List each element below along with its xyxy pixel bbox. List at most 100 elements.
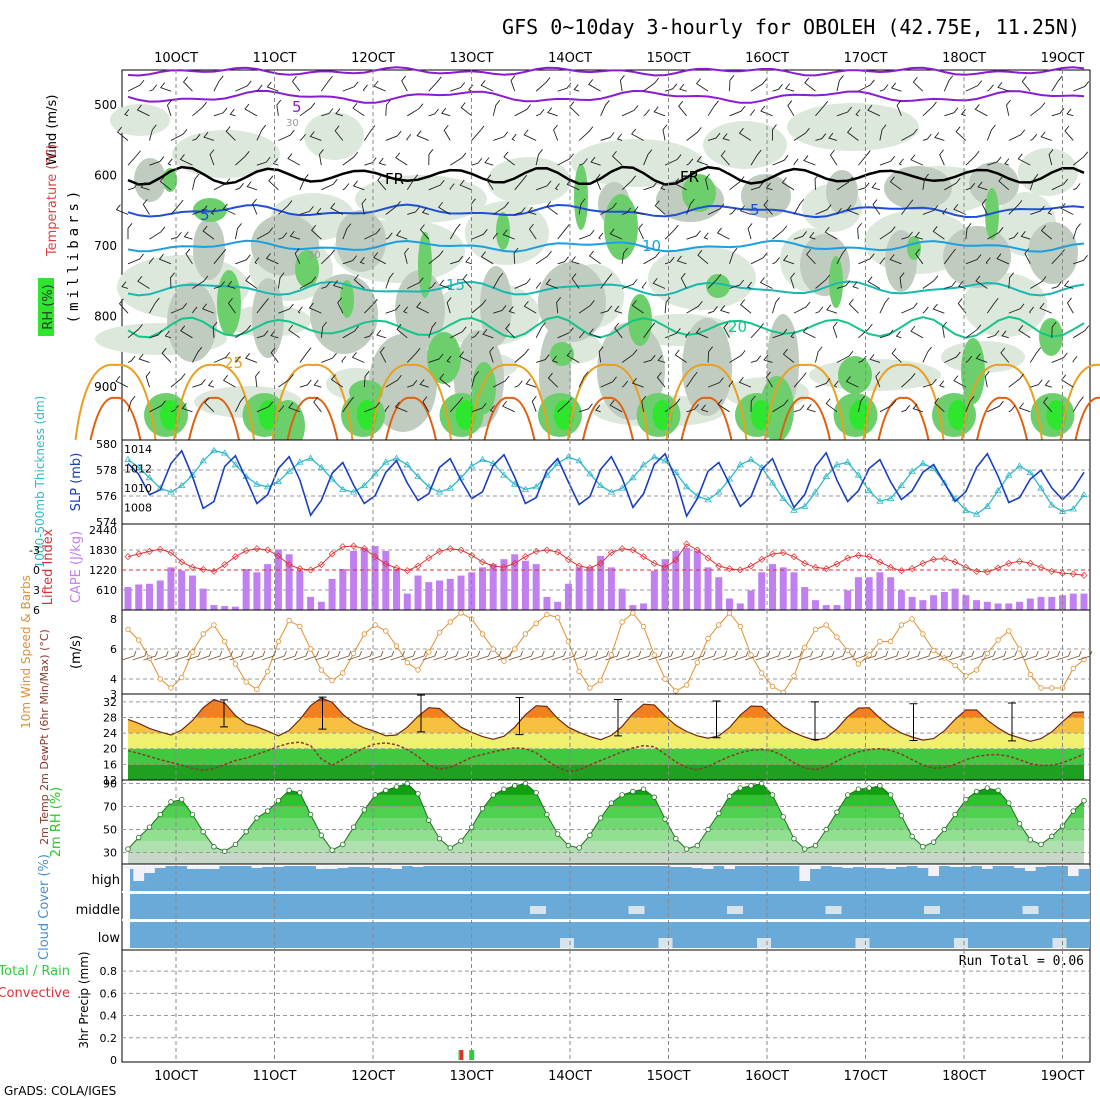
li-marker bbox=[124, 553, 132, 561]
rh-marker bbox=[866, 785, 872, 791]
wind-barb bbox=[535, 77, 551, 92]
wind-barb bbox=[528, 223, 537, 240]
wind-barb bbox=[600, 132, 615, 141]
minmax-marker bbox=[909, 703, 918, 742]
wind-barb bbox=[446, 297, 452, 314]
cloud-high-gap bbox=[949, 866, 961, 867]
minmax-marker bbox=[515, 697, 524, 736]
wind-barb bbox=[288, 324, 301, 339]
temp-band bbox=[128, 733, 1084, 749]
wind-barb bbox=[160, 82, 172, 92]
wind-axis-label: Wind (m/s) bbox=[45, 95, 60, 166]
wind-barb bbox=[901, 128, 918, 141]
cloud-panel: Cloud Cover (%) high middle low bbox=[37, 854, 1091, 960]
rh-marker bbox=[920, 844, 926, 850]
wind-barb bbox=[222, 203, 236, 215]
wind-barb bbox=[793, 158, 799, 166]
cloud-high-gap bbox=[187, 866, 198, 869]
thickness-marker bbox=[446, 484, 454, 491]
surface-wind-barb bbox=[1067, 650, 1082, 661]
rh-patch-green bbox=[427, 332, 461, 384]
li-marker bbox=[919, 559, 927, 567]
rh-marker bbox=[587, 832, 593, 838]
wind-barb bbox=[588, 328, 601, 339]
surface-wind-barb bbox=[368, 650, 384, 661]
wind-speed-marker bbox=[307, 646, 314, 652]
wind-barb bbox=[965, 182, 976, 191]
wind-barb bbox=[858, 355, 867, 363]
wind-speed-marker bbox=[662, 676, 668, 682]
rh-marker bbox=[286, 787, 292, 794]
dewpoint-line bbox=[127, 741, 1085, 773]
cape-bar bbox=[618, 588, 626, 610]
temp-30-arch bbox=[976, 396, 1028, 441]
cape-bar bbox=[1026, 598, 1034, 610]
cape-bar bbox=[199, 588, 207, 610]
wind-barb bbox=[1044, 379, 1052, 388]
cloud-high-gap bbox=[896, 866, 907, 867]
wind-barb bbox=[790, 272, 796, 289]
wind-barb bbox=[510, 75, 516, 92]
li-tick: 0 bbox=[33, 564, 40, 577]
wind-barb bbox=[643, 354, 656, 363]
bottom-day-label: 15OCT bbox=[647, 1069, 691, 1084]
bottom-day-label: 13OCT bbox=[450, 1069, 494, 1084]
rh-marker bbox=[243, 829, 249, 835]
cape-bar bbox=[876, 572, 884, 610]
rh-band bbox=[128, 806, 1084, 818]
wind-barb bbox=[376, 329, 386, 339]
wind-barb bbox=[806, 404, 816, 413]
wind10m-series: 8 6 4 3 bbox=[110, 610, 1093, 701]
wind-barb bbox=[207, 380, 215, 388]
cloud-high-gap bbox=[810, 866, 821, 869]
wind-tick: 4 bbox=[110, 673, 117, 686]
wind-barb bbox=[213, 281, 225, 289]
slp-line bbox=[127, 449, 1085, 519]
li-marker bbox=[296, 565, 304, 573]
rh-marker bbox=[544, 811, 550, 818]
wind-barb bbox=[116, 126, 129, 141]
wind-barb bbox=[244, 352, 258, 363]
wind-barb bbox=[235, 80, 252, 92]
li-marker bbox=[274, 552, 282, 560]
wind-speed-marker bbox=[458, 610, 464, 616]
surface-wind-barb bbox=[701, 650, 717, 661]
cape-bar bbox=[264, 564, 272, 610]
wind-barb bbox=[166, 99, 172, 116]
wind-barb bbox=[707, 306, 718, 314]
wind-barb bbox=[875, 371, 881, 388]
rh-marker bbox=[887, 792, 894, 798]
wind-barb bbox=[621, 105, 639, 117]
wind-barb bbox=[922, 275, 939, 289]
rh-patch-bright-low bbox=[652, 400, 673, 430]
li-marker bbox=[425, 554, 433, 562]
thickness-marker bbox=[371, 470, 379, 477]
li-marker bbox=[242, 547, 250, 555]
wind-speed-marker bbox=[673, 688, 679, 694]
wind-barb bbox=[697, 249, 709, 265]
thickness-marker bbox=[876, 497, 884, 504]
wind-barb bbox=[750, 323, 764, 339]
wind-barb bbox=[707, 346, 713, 363]
wind-barb bbox=[781, 177, 795, 191]
rh-marker bbox=[1016, 821, 1023, 827]
wind-barb bbox=[932, 303, 945, 314]
wind-barb bbox=[1017, 153, 1031, 166]
wind-barb bbox=[609, 228, 623, 240]
minmax-marker bbox=[318, 696, 327, 730]
wind-barb bbox=[121, 281, 129, 289]
wind-barb bbox=[729, 207, 737, 215]
wind-barb bbox=[192, 173, 200, 190]
wind-barb bbox=[664, 297, 671, 314]
wind-barb bbox=[857, 395, 866, 412]
temp-30-arch bbox=[188, 396, 240, 441]
bottom-day-label: 19OCT bbox=[1041, 1069, 1085, 1084]
li-marker bbox=[135, 550, 143, 558]
cape-bar bbox=[704, 567, 712, 610]
wind-barb bbox=[213, 248, 227, 265]
wind-barb bbox=[944, 177, 961, 191]
wind-barb bbox=[229, 108, 236, 117]
temp-30-arch bbox=[680, 396, 733, 441]
surface-wind-barb bbox=[444, 650, 459, 661]
wind-barb bbox=[997, 81, 1009, 92]
